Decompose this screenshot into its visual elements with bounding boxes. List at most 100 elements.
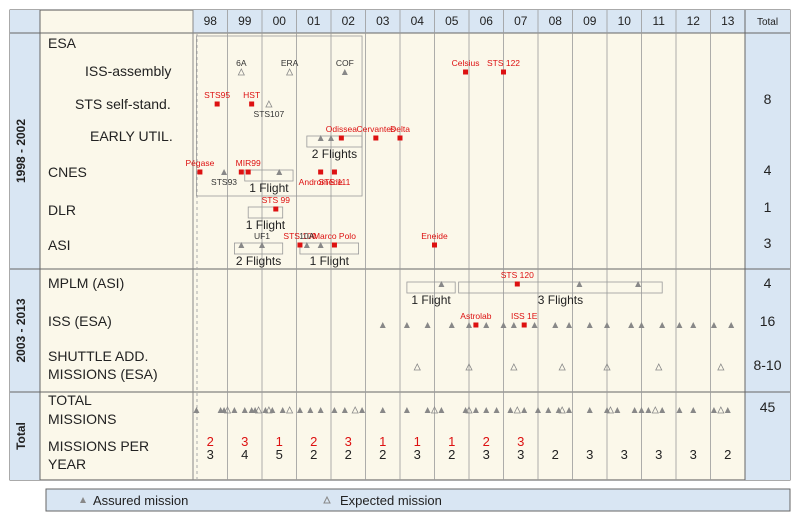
year-tick-label: 10 — [618, 14, 632, 28]
total-marker — [507, 407, 514, 413]
mission-marker — [438, 281, 445, 287]
shuttle-marker — [510, 363, 518, 371]
total-marker — [438, 407, 445, 413]
per-year-assured: 3 — [483, 447, 490, 462]
mission-label: Odissea — [326, 124, 357, 134]
legend-expected-label: Expected mission — [340, 493, 442, 508]
total-marker — [317, 407, 324, 413]
year-tick-label: 08 — [549, 14, 563, 28]
iss-esa-marker — [586, 322, 593, 328]
shuttle-marker — [558, 363, 566, 371]
legend: Assured mission Expected mission — [45, 488, 791, 512]
row-label-mpy-1: MISSIONS PER — [48, 438, 149, 454]
row-label-esa: ESA — [48, 35, 77, 51]
mission-marker — [576, 281, 583, 287]
mission-label: HST — [243, 90, 260, 100]
range-box — [406, 281, 456, 294]
per-year-expected: 3 — [241, 434, 248, 449]
shuttle-marker — [603, 363, 611, 371]
group-column — [10, 10, 40, 480]
total-marker — [231, 407, 238, 413]
year-tick-label: 05 — [445, 14, 459, 28]
per-year-expected: 2 — [207, 434, 214, 449]
mission-label: STS 111 — [319, 177, 351, 187]
per-year-assured: 3 — [586, 447, 593, 462]
iss-esa-marker — [500, 322, 507, 328]
range-label: 1 Flight — [310, 254, 350, 268]
row-label-total-1: TOTAL — [48, 392, 92, 408]
mission-label: STS95 — [204, 90, 230, 100]
iss-esa-marker — [710, 322, 717, 328]
mission-marker — [238, 242, 245, 248]
mission-marker — [473, 322, 479, 328]
year-tick-label: 03 — [376, 14, 390, 28]
shuttle-marker — [465, 363, 473, 371]
total-marker — [651, 406, 659, 414]
mission-label: STS 100 — [283, 231, 316, 241]
mission-marker — [521, 322, 527, 328]
mission-label: MIR99 — [236, 158, 261, 168]
row-total-sts: 8 — [764, 91, 772, 107]
total-marker — [493, 407, 500, 413]
total-marker — [424, 407, 431, 413]
row-labels: 1998 - 2002 2003 - 2013 Total ESA ISS-assemb… — [14, 35, 782, 472]
group-label: 1998 - 2002 — [14, 119, 28, 183]
per-year-expected: 1 — [276, 434, 283, 449]
row-total-asi: 3 — [764, 235, 772, 251]
mission-marker — [238, 169, 244, 175]
row-label-iss-esa: ISS (ESA) — [48, 313, 112, 329]
mission-marker — [373, 135, 379, 141]
per-year-expected: 1 — [414, 434, 421, 449]
per-year-assured: 5 — [276, 447, 283, 462]
mission-marker — [317, 242, 324, 248]
row-total-mplm: 4 — [764, 275, 772, 291]
range-label: 3 Flights — [538, 293, 583, 307]
total-marker — [307, 407, 314, 413]
range-label: 1 Flight — [246, 218, 286, 232]
mission-label: COF — [336, 58, 354, 68]
year-tick-label: 11 — [653, 14, 666, 28]
iss-esa-marker — [552, 322, 559, 328]
row-label-asi: ASI — [48, 237, 71, 253]
per-year-assured: 2 — [448, 447, 455, 462]
total-marker — [193, 407, 200, 413]
range-label: 1 Flight — [249, 181, 289, 195]
total-marker — [676, 407, 683, 413]
total-marker — [690, 407, 697, 413]
range-box — [306, 135, 363, 148]
per-year-assured: 3 — [655, 447, 662, 462]
mission-markers: 6A ERA COF Celsius STS 122 STS95 HST STS107 Odis… — [185, 58, 735, 462]
iss-esa-marker — [379, 322, 386, 328]
mission-marker — [249, 101, 255, 107]
range-box — [247, 206, 284, 219]
total-marker — [614, 407, 621, 413]
iss-esa-marker — [531, 322, 538, 328]
year-tick-label: 12 — [687, 14, 701, 28]
legend-assured-icon — [80, 497, 86, 503]
total-marker — [724, 407, 731, 413]
mission-label: STS 122 — [487, 58, 520, 68]
range-label: 2 Flights — [236, 254, 281, 268]
iss-esa-marker — [566, 322, 573, 328]
per-year-assured: 4 — [241, 447, 248, 462]
iss-esa-marker — [659, 322, 666, 328]
mission-marker — [318, 169, 324, 175]
iss-esa-marker — [690, 322, 697, 328]
total-marker — [659, 407, 666, 413]
mission-label: Eneide — [421, 231, 448, 241]
mission-marker — [463, 69, 469, 75]
mission-marker — [214, 101, 220, 107]
total-marker — [241, 407, 248, 413]
mission-marker — [328, 135, 334, 141]
iss-esa-marker — [448, 322, 455, 328]
total-marker — [285, 406, 294, 414]
total-marker — [403, 407, 410, 413]
year-tick-label: 09 — [583, 14, 597, 28]
shuttle-marker — [413, 363, 421, 371]
per-year-expected: 1 — [379, 434, 386, 449]
total-marker — [296, 407, 303, 413]
mission-marker — [197, 169, 203, 175]
range-box — [299, 242, 360, 255]
row-label-early: EARLY UTIL. — [90, 128, 173, 144]
